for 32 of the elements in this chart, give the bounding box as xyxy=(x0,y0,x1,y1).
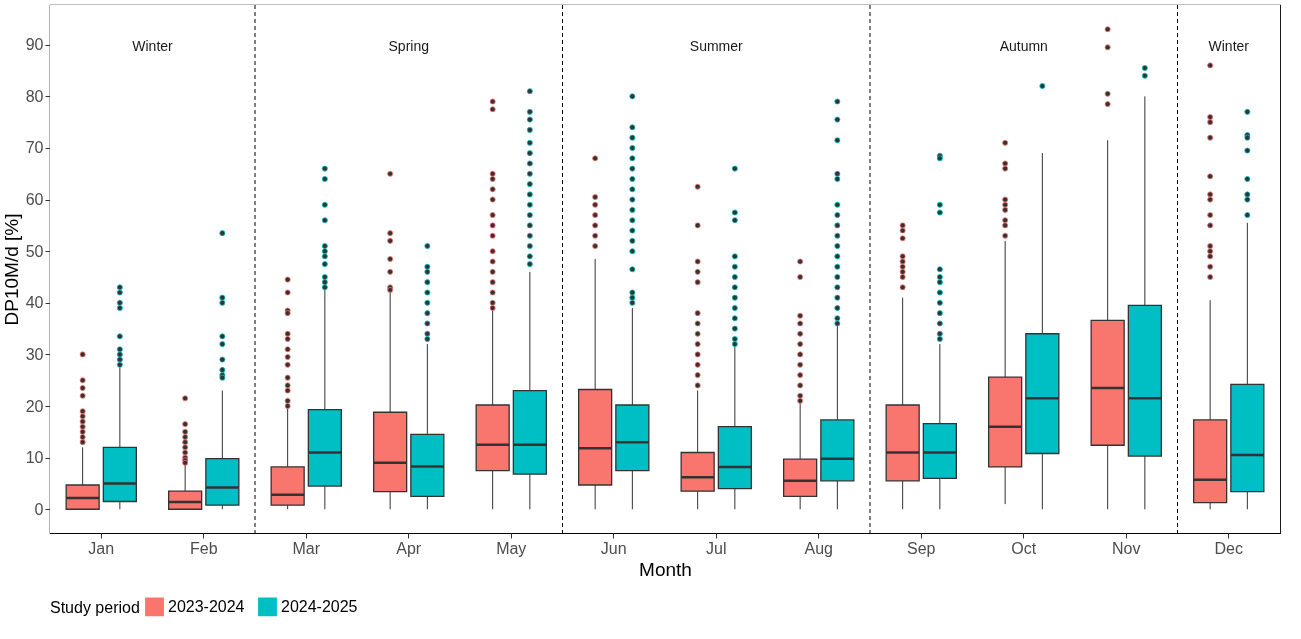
x-tick-label: Feb xyxy=(189,539,218,557)
legend-label: 2024-2025 xyxy=(281,597,358,615)
y-tick-label: 10 xyxy=(25,449,44,467)
y-tick-label: 90 xyxy=(25,36,44,54)
band-label: Autumn xyxy=(999,38,1048,54)
legend-label: 2023-2024 xyxy=(168,597,245,615)
y-tick-label: 60 xyxy=(25,191,44,209)
y-tick-label: 80 xyxy=(25,87,44,105)
y-tick-label: 40 xyxy=(25,294,44,312)
x-tick-label: Mar xyxy=(292,539,321,557)
x-tick-label: Nov xyxy=(1112,539,1141,557)
y-tick-label: 30 xyxy=(25,345,44,363)
x-tick-label: Jun xyxy=(600,539,627,557)
y-tick-label: 70 xyxy=(25,139,44,157)
x-tick-label: Sep xyxy=(907,539,936,557)
x-tick-label: Aug xyxy=(804,539,833,557)
x-tick-label: Oct xyxy=(1011,539,1037,557)
y-axis-title: DP10M/d [%] xyxy=(0,213,22,326)
y-tick-label: 50 xyxy=(25,242,44,260)
x-tick-label: Dec xyxy=(1214,539,1243,557)
band-label: Summer xyxy=(689,38,744,54)
x-tick-label: Jul xyxy=(706,539,727,557)
y-tick-label: 20 xyxy=(25,397,44,415)
band-label: Winter xyxy=(132,38,174,54)
x-tick-label: Apr xyxy=(396,539,422,557)
x-tick-label: May xyxy=(496,539,527,557)
x-tick-label: Jan xyxy=(88,539,115,557)
band-label: Winter xyxy=(1208,38,1250,54)
y-tick-label: 0 xyxy=(34,500,44,518)
x-axis-title: Month xyxy=(639,558,692,580)
legend-title: Study period xyxy=(50,599,140,616)
band-label: Spring xyxy=(388,38,429,54)
